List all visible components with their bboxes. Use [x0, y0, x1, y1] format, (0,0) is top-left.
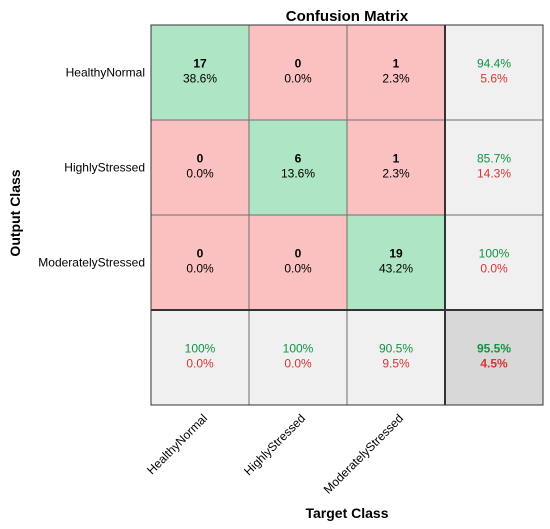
- matrix-cell: [248, 214, 348, 311]
- y-tick-label: HighlyStressed: [64, 161, 145, 175]
- x-tick-label: HighlyStressed: [241, 411, 308, 478]
- row-summary-cell: [444, 214, 544, 311]
- matrix-cell: [150, 119, 250, 216]
- column-summary-correct: 100%: [185, 342, 216, 356]
- x-axis-label: Target Class: [306, 505, 389, 521]
- y-tick-labels: HealthyNormal HighlyStressed ModeratelyStr…: [38, 66, 145, 270]
- row-summary-incorrect: 14.3%: [477, 167, 511, 181]
- row-summary-correct: 100%: [479, 247, 510, 261]
- row-summary-incorrect: 5.6%: [480, 72, 508, 86]
- cell-percentage: 2.3%: [382, 72, 410, 86]
- cell-percentage: 0.0%: [284, 72, 312, 86]
- cell-count: 6: [295, 152, 302, 166]
- column-summary-incorrect: 0.0%: [284, 357, 312, 371]
- y-tick-label: HealthyNormal: [66, 66, 145, 80]
- cell-count: 19: [389, 247, 403, 261]
- matrix-cell: [248, 119, 348, 216]
- matrix-cell: [248, 24, 348, 121]
- cell-percentage: 0.0%: [186, 167, 214, 181]
- cell-percentage: 2.3%: [382, 167, 410, 181]
- cell-count: 1: [393, 152, 400, 166]
- cell-percentage: 38.6%: [183, 72, 217, 86]
- matrix-frame: [150, 24, 544, 406]
- column-summary-incorrect: 0.0%: [186, 357, 214, 371]
- cell-count: 0: [295, 57, 302, 71]
- overall-correct: 95.5%: [477, 342, 511, 356]
- matrix-cell: [150, 24, 250, 121]
- y-tick-label: ModeratelyStressed: [38, 256, 145, 270]
- row-summary-correct: 85.7%: [477, 152, 511, 166]
- matrix-cell: [346, 119, 446, 216]
- column-summary-correct: 90.5%: [379, 342, 413, 356]
- matrix-cells: 1738.6%00.0%12.3%00.0%613.6%12.3%00.0%00…: [150, 24, 544, 406]
- cell-percentage: 43.2%: [379, 262, 413, 276]
- column-summary-cell: [346, 309, 446, 406]
- x-tick-label: ModeratelyStressed: [321, 411, 406, 496]
- column-summary-correct: 100%: [283, 342, 314, 356]
- column-summary-incorrect: 9.5%: [382, 357, 410, 371]
- row-summary-cell: [444, 24, 544, 121]
- cell-count: 0: [295, 247, 302, 261]
- column-summary-cell: [150, 309, 250, 406]
- overall-incorrect: 4.5%: [480, 357, 508, 371]
- x-tick-labels: HealthyNormal HighlyStressed ModeratelyStr…: [144, 411, 406, 496]
- row-summary-incorrect: 0.0%: [480, 262, 508, 276]
- y-axis-label: Output Class: [7, 169, 23, 256]
- cell-percentage: 13.6%: [281, 167, 315, 181]
- cell-count: 1: [393, 57, 400, 71]
- cell-count: 0: [197, 152, 204, 166]
- cell-count: 0: [197, 247, 204, 261]
- x-tick-label: HealthyNormal: [144, 411, 210, 477]
- cell-percentage: 0.0%: [284, 262, 312, 276]
- cell-count: 17: [193, 57, 207, 71]
- cell-percentage: 0.0%: [186, 262, 214, 276]
- chart-title: Confusion Matrix: [286, 8, 409, 25]
- matrix-border: [150, 24, 544, 406]
- row-summary-correct: 94.4%: [477, 57, 511, 71]
